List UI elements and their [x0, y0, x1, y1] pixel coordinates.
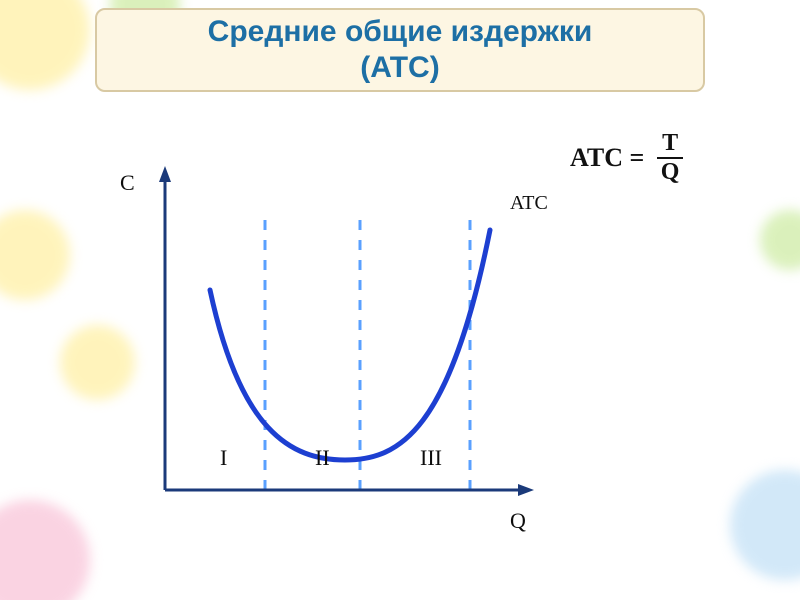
decor-blob	[0, 0, 90, 90]
decor-blob	[0, 210, 70, 300]
formula-fraction: T Q	[657, 130, 684, 186]
chart-svg	[130, 150, 560, 540]
formula-prefix: ATC =	[570, 143, 644, 173]
atc-formula: ATC = T Q	[570, 130, 683, 186]
x-axis-label: Q	[510, 508, 526, 534]
formula-denominator: Q	[657, 159, 684, 186]
decor-blob	[0, 500, 90, 600]
decor-blob	[60, 325, 135, 400]
y-axis-label: C	[120, 170, 135, 196]
decor-blob	[730, 470, 800, 580]
decor-blob	[760, 210, 800, 270]
title-line1: Средние общие издержки	[208, 14, 593, 50]
title-banner: Средние общие издержки (ATC)	[95, 8, 705, 92]
zone-1-label: I	[220, 445, 227, 471]
zone-3-label: III	[420, 445, 442, 471]
title-line2: (ATC)	[360, 50, 439, 86]
curve-label: ATC	[510, 192, 548, 215]
formula-numerator: T	[657, 130, 684, 159]
stage: Средние общие издержки (ATC) C Q ATC I I…	[0, 0, 800, 600]
zone-2-label: II	[315, 445, 330, 471]
